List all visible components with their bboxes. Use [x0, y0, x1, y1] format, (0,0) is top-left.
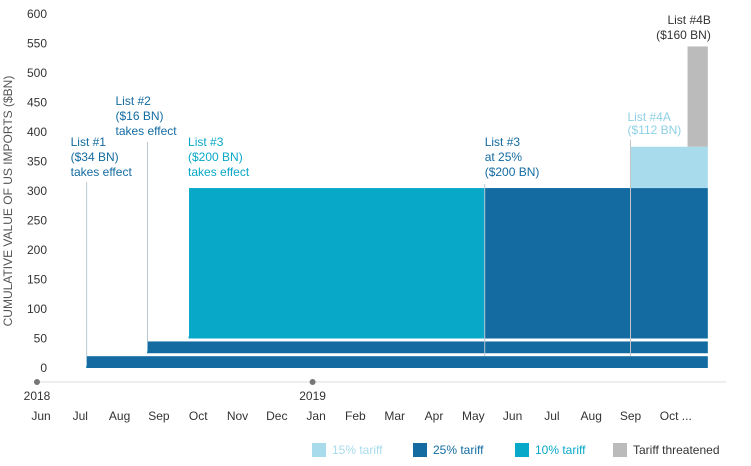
month-label: May — [462, 409, 485, 423]
bar-segment — [189, 188, 485, 339]
annotation-line: ($112 BN) — [628, 123, 682, 137]
bar-segment — [484, 188, 708, 339]
legend-label-25-tariff: 25% tariff — [433, 443, 484, 457]
annotation-label: List #2 ($16 BN) takes effect — [115, 94, 177, 138]
year-label: 2019 — [299, 389, 326, 403]
annotation-line: takes effect — [188, 165, 250, 179]
month-label: Jun — [31, 409, 50, 423]
y-tick-label: 50 — [34, 332, 48, 346]
y-tick-label: 300 — [27, 184, 47, 198]
month-label: Apr — [425, 409, 444, 423]
annotation-line: takes effect — [115, 124, 177, 138]
annotation-line: List #2 — [115, 94, 151, 108]
annotation-line: ($34 BN) — [71, 150, 119, 164]
month-label: Mar — [384, 409, 405, 423]
annotation-line: List #3 — [188, 135, 224, 149]
bar-segment — [86, 356, 708, 368]
month-label: Jul — [73, 409, 88, 423]
legend-label-tariff-threatened: Tariff threatened — [633, 443, 720, 457]
legend-item-tariff-threatened: Tariff threatened — [613, 440, 720, 460]
y-tick-label: 550 — [27, 37, 47, 51]
legend-label-10-tariff: 10% tariff — [535, 443, 586, 457]
month-label: Jun — [503, 409, 522, 423]
y-tick-label: 450 — [27, 96, 47, 110]
annotation-line: ($16 BN) — [115, 109, 163, 123]
month-label: Jan — [306, 409, 325, 423]
annotation-label: List #3 ($200 BN) takes effect — [188, 135, 250, 179]
year-marker — [34, 379, 40, 385]
month-label: Oct — [189, 409, 208, 423]
annotation-line: at 25% — [485, 150, 523, 164]
month-label: Jul — [544, 409, 559, 423]
y-tick-label: 150 — [27, 273, 47, 287]
chart-legend: 15% tariff 25% tariff 10% tariff Tariff … — [0, 440, 751, 460]
annotation-label: List #4B ($160 BN) — [656, 13, 711, 42]
y-axis-label: CUMULATIVE VALUE OF US IMPORTS ($BN) — [1, 76, 15, 327]
y-tick-label: 350 — [27, 155, 47, 169]
legend-item-25-tariff: 25% tariff — [413, 440, 483, 460]
legend-swatch-25-tariff — [413, 443, 427, 457]
legend-label-15-tariff: 15% tariff — [332, 443, 383, 457]
annotation-label: List #4A ($112 BN) — [628, 110, 682, 137]
month-label: Oct ... — [660, 409, 692, 423]
annotation-line: List #1 — [71, 135, 107, 149]
y-tick-label: 0 — [40, 361, 47, 375]
year-label: 2018 — [24, 389, 51, 403]
annotation-line: List #4B — [667, 13, 710, 27]
annotation-label: List #1 ($34 BN) takes effect — [71, 135, 133, 179]
month-label: Sep — [620, 409, 642, 423]
annotation-line: List #4A — [628, 110, 671, 124]
month-label: Sep — [148, 409, 170, 423]
annotation-label: List #3 at 25% ($200 BN) — [485, 135, 540, 179]
legend-item-15-tariff: 15% tariff — [312, 440, 382, 460]
bar-segment — [147, 341, 708, 354]
annotation-line: takes effect — [71, 165, 133, 179]
y-tick-label: 400 — [27, 125, 47, 139]
month-label: Nov — [227, 409, 248, 423]
legend-swatch-15-tariff — [312, 443, 326, 457]
bar-segment — [687, 46, 708, 147]
annotation-line: List #3 — [485, 135, 521, 149]
bar-segment — [630, 146, 708, 189]
annotation-line: ($160 BN) — [656, 28, 711, 42]
year-marker — [309, 379, 316, 385]
annotation-line: ($200 BN) — [188, 150, 243, 164]
tariff-chart: CUMULATIVE VALUE OF US IMPORTS ($BN) 0 50 1… — [1, 7, 726, 423]
legend-swatch-10-tariff — [515, 443, 529, 457]
month-label: Aug — [581, 409, 602, 423]
month-label: Dec — [266, 409, 287, 423]
annotation-line: ($200 BN) — [485, 165, 540, 179]
legend-item-10-tariff: 10% tariff — [515, 440, 585, 460]
y-tick-label: 600 — [27, 7, 47, 21]
legend-swatch-tariff-threatened — [613, 443, 627, 457]
y-tick-label: 500 — [27, 66, 47, 80]
month-label: Aug — [109, 409, 130, 423]
y-tick-label: 200 — [27, 243, 47, 257]
y-tick-label: 100 — [27, 302, 47, 316]
month-label: Feb — [345, 409, 366, 423]
y-tick-label: 250 — [27, 214, 47, 228]
